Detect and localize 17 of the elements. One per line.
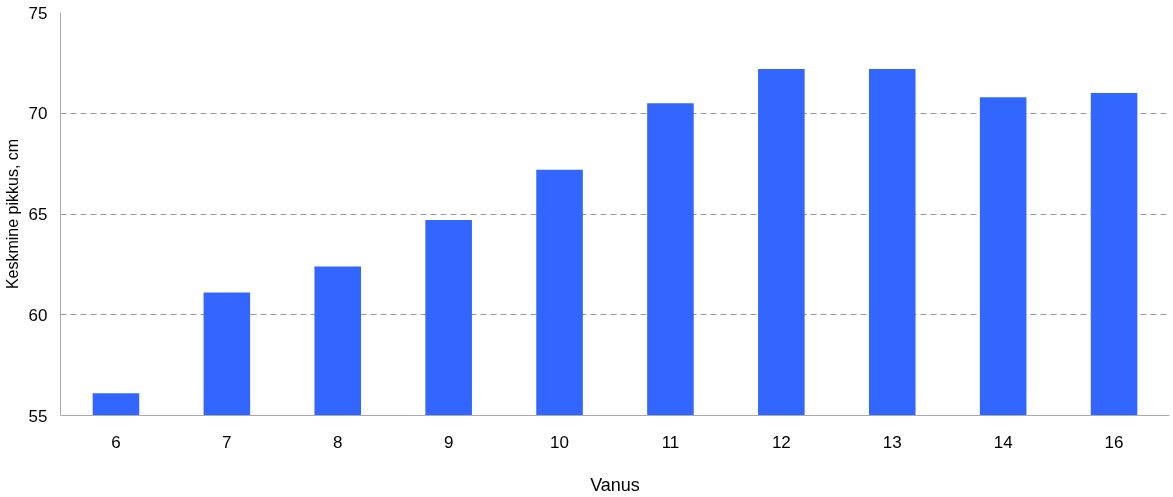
y-tick-label: 55 (28, 406, 48, 426)
x-tick-label: 12 (771, 432, 791, 452)
x-tick-label: 14 (993, 432, 1013, 452)
y-tick-label: 60 (28, 305, 48, 325)
y-tick-label: 75 (28, 3, 48, 23)
x-tick-label: 16 (1104, 432, 1124, 452)
x-axis-title: Vanus (590, 474, 640, 495)
y-tick-label: 65 (28, 205, 48, 224)
x-tick-label: 10 (550, 432, 570, 452)
x-tick-label: 9 (443, 432, 454, 452)
y-axis-title: Keskmine pikkus, cm (3, 138, 21, 290)
x-tick-label: 11 (661, 432, 680, 452)
x-tick-label: 13 (882, 432, 902, 452)
y-tick-label: 70 (28, 104, 48, 124)
x-tick-label: 6 (111, 432, 121, 452)
x-tick-label: 8 (333, 432, 343, 452)
x-tick-label: 7 (222, 432, 232, 452)
